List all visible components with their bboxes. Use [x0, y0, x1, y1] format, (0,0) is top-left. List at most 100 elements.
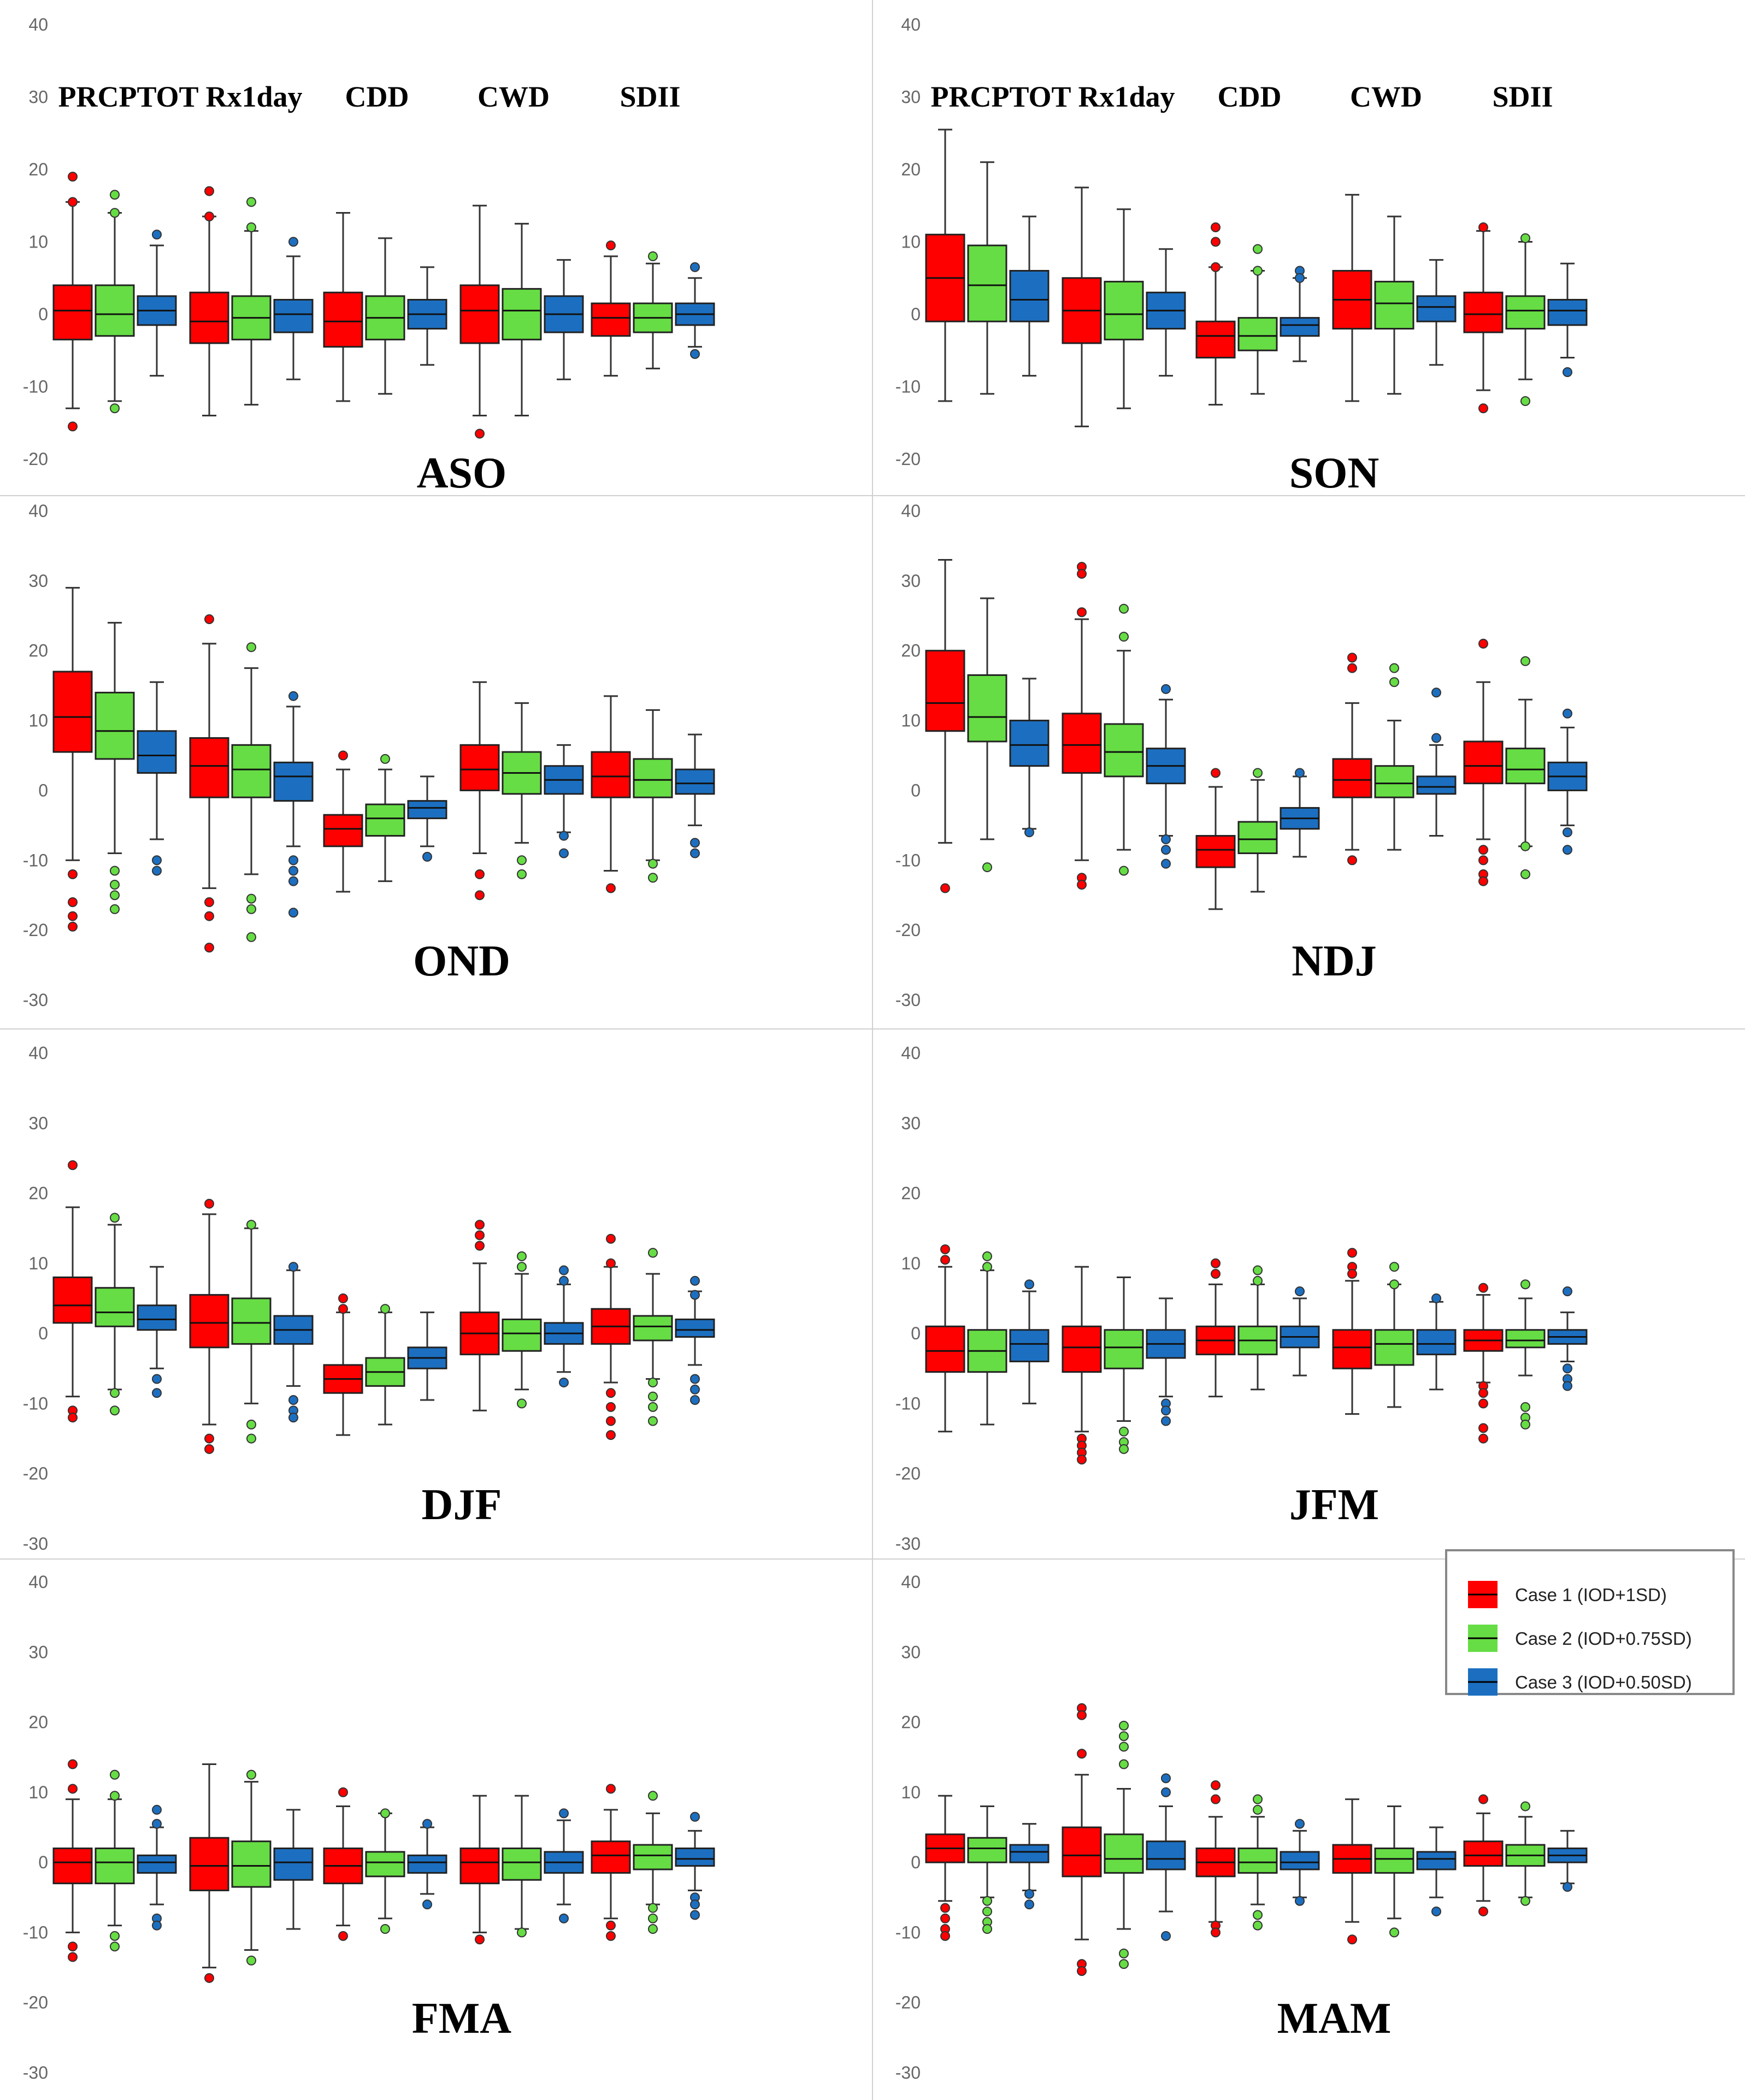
outlier-point — [648, 1416, 658, 1426]
box-cdd-case1 — [1195, 768, 1236, 910]
box-cdd-case2 — [365, 754, 405, 883]
y-tick-label: -10 — [895, 377, 921, 397]
box-prcptot-case3 — [1009, 1279, 1050, 1404]
legend-item-case3: Case 3 (IOD+0.50SD) — [1468, 1668, 1692, 1696]
panel-mam: 40 30 20 10 0 -10 -20 -30 MAM — [895, 1572, 1588, 2083]
y-tick-label: -10 — [23, 1922, 48, 1942]
y-tick-label: 0 — [38, 1323, 48, 1343]
box-iqr — [502, 288, 542, 340]
box-iqr — [189, 1837, 229, 1891]
box-cdd-case3 — [407, 1311, 447, 1401]
outlier-point — [1161, 1405, 1171, 1416]
season-label-fma: FMA — [412, 1995, 511, 2043]
box-cwd-case1 — [1332, 1248, 1372, 1415]
outlier-point — [475, 1240, 485, 1251]
box-rx1day-case3 — [273, 1809, 314, 1930]
outlier-point — [606, 1784, 616, 1794]
outlier-point — [1478, 855, 1488, 866]
outlier-point — [690, 1290, 700, 1300]
outlier-point — [68, 911, 78, 921]
outlier-point — [1389, 677, 1399, 687]
outlier-point — [110, 890, 120, 901]
outlier-point — [1024, 1899, 1034, 1910]
box-prcptot-case2 — [95, 622, 135, 914]
outlier-point — [559, 831, 569, 841]
box-sdii-case1 — [591, 1233, 631, 1440]
outlier-point — [380, 754, 390, 764]
outlier-point — [1563, 367, 1572, 377]
outlier-point — [690, 1910, 700, 1920]
outlier-point — [648, 1402, 658, 1412]
y-tick-label: 0 — [911, 780, 921, 800]
box-prcptot-case1 — [925, 559, 965, 893]
index-label-rx1day: Rx1day — [205, 80, 302, 113]
outlier-point — [68, 869, 78, 879]
box-cwd-case2 — [502, 702, 542, 879]
box-prcptot-case2 — [967, 597, 1007, 873]
outlier-point — [1161, 684, 1171, 695]
box-rx1day-case2 — [1104, 604, 1144, 876]
outlier-point — [1211, 262, 1221, 272]
outlier-point — [110, 1213, 120, 1223]
box-cwd-case3 — [1416, 687, 1457, 837]
y-tick-label: -10 — [23, 377, 48, 397]
outlier-point — [559, 1275, 569, 1286]
outlier-point — [1077, 1966, 1087, 1976]
box-sdii-case2 — [1505, 233, 1546, 406]
box-iqr — [1332, 1329, 1372, 1369]
outlier-point — [1520, 233, 1530, 243]
outlier-point — [606, 1258, 616, 1268]
box-cdd-case2 — [1237, 768, 1278, 893]
outlier-point — [380, 1304, 390, 1314]
outlier-point — [1211, 237, 1221, 247]
outlier-point — [1520, 1896, 1530, 1906]
box-iqr — [189, 737, 229, 798]
outlier-point — [422, 1899, 432, 1910]
box-iqr — [675, 1847, 715, 1867]
box-rx1day-case1 — [1062, 1703, 1102, 1976]
box-sdii-case3 — [675, 1275, 715, 1405]
index-label-sdii: SDII — [620, 80, 680, 113]
y-tick-label: 40 — [28, 501, 48, 521]
outlier-point — [288, 908, 298, 918]
box-iqr — [1237, 317, 1278, 351]
box-iqr — [502, 1847, 542, 1881]
y-tick-label: 10 — [901, 711, 921, 731]
outlier-point — [246, 932, 256, 942]
box-cwd-case2 — [502, 1251, 542, 1409]
box-cwd-case3 — [1416, 1826, 1457, 1916]
y-tick-label: 30 — [28, 1113, 48, 1133]
box-cdd-case2 — [365, 1808, 405, 1934]
y-tick-label: 40 — [901, 15, 921, 34]
box-iqr — [1280, 1851, 1320, 1870]
outlier-point — [606, 1430, 616, 1440]
outlier-point — [606, 1920, 616, 1931]
box-iqr — [52, 284, 93, 340]
outlier-point — [1295, 1286, 1305, 1297]
outlier-point — [1347, 1248, 1357, 1258]
outlier-point — [288, 876, 298, 886]
outlier-point — [288, 1413, 298, 1423]
outlier-point — [690, 1384, 700, 1395]
box-rx1day-case2 — [231, 197, 272, 406]
outlier-point — [648, 858, 658, 869]
outlier-point — [1389, 1262, 1399, 1272]
panel-son: 40 30 20 10 0 -10 -20 PRCPTOT Rx1day CDD CWD SDII SO… — [895, 15, 1588, 497]
outlier-point — [1295, 273, 1305, 283]
box-cdd-case3 — [1280, 266, 1320, 362]
outlier-point — [1431, 1906, 1441, 1916]
outlier-point — [204, 897, 214, 907]
outlier-point — [648, 1903, 658, 1913]
box-iqr — [407, 1854, 447, 1874]
box-cdd-case3 — [407, 266, 447, 366]
outlier-point — [68, 421, 78, 432]
y-tick-label: 40 — [901, 501, 921, 521]
outlier-point — [246, 1769, 256, 1780]
outlier-point — [606, 1233, 616, 1244]
box-cwd-case2 — [1374, 215, 1414, 395]
box-rx1day-case3 — [1146, 1297, 1186, 1426]
box-iqr — [1374, 765, 1414, 798]
box-iqr — [1374, 280, 1414, 330]
